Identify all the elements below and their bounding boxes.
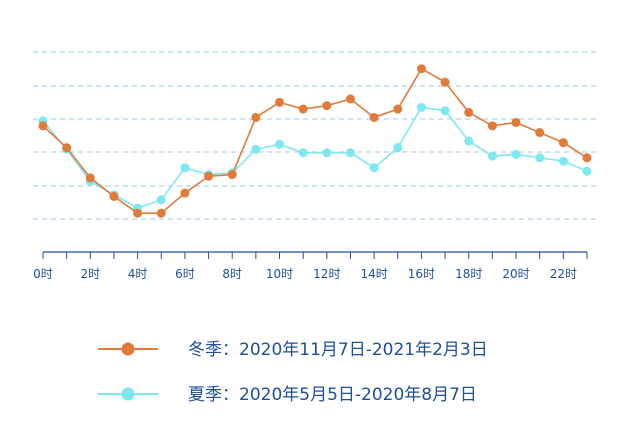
data-point bbox=[369, 112, 379, 122]
data-point bbox=[109, 191, 119, 201]
data-point bbox=[345, 94, 355, 104]
x-tick-label: 22时 bbox=[550, 267, 577, 281]
data-point bbox=[487, 121, 497, 131]
data-point bbox=[156, 195, 166, 205]
data-point bbox=[180, 188, 190, 198]
data-point bbox=[251, 112, 261, 122]
x-tick-label: 10时 bbox=[266, 267, 293, 281]
data-point bbox=[322, 148, 332, 158]
x-tick-label: 6时 bbox=[175, 267, 195, 281]
x-tick-label: 20时 bbox=[502, 267, 529, 281]
x-tick-label: 12时 bbox=[313, 267, 340, 281]
legend-marker bbox=[121, 342, 135, 356]
data-point bbox=[133, 208, 143, 218]
x-tick-label: 18时 bbox=[455, 267, 482, 281]
data-point bbox=[393, 104, 403, 114]
data-point bbox=[440, 77, 450, 87]
x-tick-label: 2时 bbox=[80, 267, 100, 281]
data-point bbox=[62, 143, 72, 153]
data-point bbox=[558, 138, 568, 148]
data-point bbox=[38, 121, 48, 131]
data-point bbox=[156, 208, 166, 218]
data-point bbox=[582, 166, 592, 176]
data-point bbox=[251, 144, 261, 154]
data-point bbox=[275, 139, 285, 149]
data-point bbox=[298, 148, 308, 158]
data-point bbox=[535, 128, 545, 138]
data-point bbox=[204, 171, 214, 181]
data-point bbox=[440, 106, 450, 116]
series-line bbox=[42, 106, 588, 210]
data-point bbox=[535, 153, 545, 163]
data-point bbox=[85, 173, 95, 183]
data-point bbox=[369, 163, 379, 173]
series-0 bbox=[38, 64, 592, 218]
legend: 冬季：2020年11月7日-2021年2月3日夏季：2020年5月5日-2020… bbox=[98, 340, 488, 405]
series-line bbox=[42, 67, 588, 214]
data-point bbox=[464, 107, 474, 117]
data-point bbox=[558, 156, 568, 166]
legend-item: 夏季：2020年5月5日-2020年8月7日 bbox=[98, 385, 477, 405]
data-point bbox=[487, 151, 497, 161]
data-point bbox=[298, 104, 308, 114]
data-point bbox=[345, 148, 355, 158]
data-point bbox=[511, 117, 521, 127]
data-point bbox=[416, 102, 426, 112]
data-point bbox=[416, 64, 426, 74]
data-point bbox=[582, 153, 592, 163]
x-tick-label: 14时 bbox=[360, 267, 387, 281]
x-tick-label: 4时 bbox=[128, 267, 148, 281]
data-point bbox=[322, 101, 332, 111]
grid-lines bbox=[33, 51, 600, 220]
data-point bbox=[180, 163, 190, 173]
data-point bbox=[511, 149, 521, 159]
x-tick-label: 16时 bbox=[408, 267, 435, 281]
x-axis: 0时 2时 4时 6时 8时 10时 12时 14时 16时 18时 20时 22时 bbox=[33, 251, 588, 281]
x-tick-label: 0时 bbox=[33, 267, 53, 281]
legend-label: 冬季：2020年11月7日-2021年2月3日 bbox=[188, 340, 488, 360]
legend-marker bbox=[121, 387, 135, 401]
data-point bbox=[227, 170, 237, 180]
legend-item: 冬季：2020年11月7日-2021年2月3日 bbox=[98, 340, 488, 360]
data-point bbox=[393, 143, 403, 153]
legend-label: 夏季：2020年5月5日-2020年8月7日 bbox=[188, 385, 477, 405]
data-point bbox=[275, 97, 285, 107]
series-lines bbox=[38, 64, 592, 218]
data-point bbox=[464, 136, 474, 146]
x-tick-label: 8时 bbox=[222, 267, 242, 281]
